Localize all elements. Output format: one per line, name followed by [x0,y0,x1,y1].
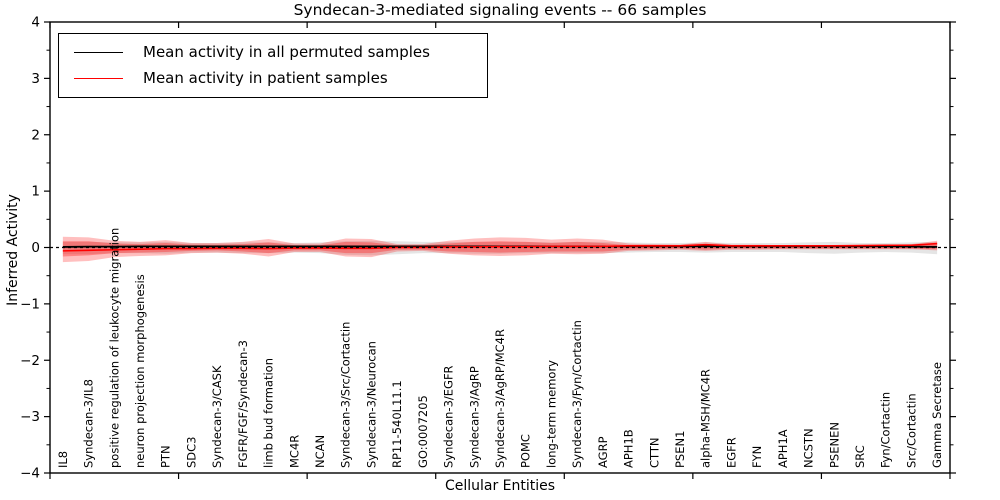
legend-item-permuted: Mean activity in all permuted samples [59,39,487,65]
y-tick-label: −2 [20,353,40,369]
entity-label: NCSTN [802,428,816,468]
entity-label: FGFR/FGF/Syndecan-3 [236,340,250,468]
entity-label: Syndecan-3/Neurocan [364,341,378,468]
y-tick-label: 4 [31,15,40,31]
entity-label: Syndecan-3/Fyn/Cortactin [570,320,584,468]
entity-label: AGRP [596,436,610,468]
x-axis-label: Cellular Entities [444,478,556,494]
entity-label: Syndecan-3/AgRP [467,366,481,468]
y-tick-label: −3 [20,409,40,425]
y-tick-label: 3 [31,71,40,87]
entity-label: IL8 [56,451,70,468]
entity-label: Syndecan-3/AgRP/MC4R [493,329,507,468]
chart-title: Syndecan-3-mediated signaling events -- … [293,1,707,19]
entity-label: Fyn/Cortactin [879,392,893,468]
y-tick-label: 1 [31,184,40,200]
entity-label: GO:0007205 [416,395,430,468]
entity-label: APH1A [776,429,790,468]
permuted-line-swatch [74,51,123,53]
band-1-patient-samples-outer-range [62,236,938,263]
entity-label: Syndecan-3/EGFR [442,365,456,468]
entity-label: neuron projection morphogenesis [133,274,147,468]
legend-label-patient: Mean activity in patient samples [143,69,388,87]
entity-label: EGFR [724,437,738,468]
legend: Mean activity in all permuted samples Me… [58,33,488,98]
entity-label: PSENEN [827,422,841,468]
entity-label: FYN [750,446,764,468]
y-tick-label: 0 [31,240,40,256]
entity-label: Syndecan-3/IL8 [82,379,96,468]
entity-label: RP11-540L11.1 [390,380,404,468]
entity-label: POMC [519,434,533,468]
y-tick-label: 2 [31,127,40,143]
entity-label: Syndecan-3/Src/Cortactin [339,322,353,468]
patient-mean-line [62,242,938,252]
legend-label-permuted: Mean activity in all permuted samples [143,43,430,61]
entity-label: Src/Cortactin [904,393,918,468]
entity-label: SRC [853,445,867,468]
entity-label: PTN [159,445,173,468]
entity-label: APH1B [622,429,636,468]
entity-label: PSEN1 [673,431,687,468]
entity-label: positive regulation of leukocyte migrati… [107,228,121,468]
y-tick-label: −4 [20,466,40,482]
entity-label: long-term memory [544,360,558,468]
entity-label: SDC3 [184,436,198,468]
entity-label: limb bud formation [262,358,276,468]
y-axis-label: Inferred Activity [5,194,21,306]
entity-label: NCAN [313,435,327,468]
entity-label: alpha-MSH/MC4R [699,369,713,468]
y-tick-label: −1 [20,296,40,312]
entity-label: Syndecan-3/CASK [210,365,224,468]
patient-line-swatch [74,77,123,79]
entity-label: CTTN [647,438,661,468]
legend-item-patient: Mean activity in patient samples [59,65,487,91]
entity-label: MC4R [287,435,301,468]
entity-label: Gamma Secretase [930,362,944,468]
